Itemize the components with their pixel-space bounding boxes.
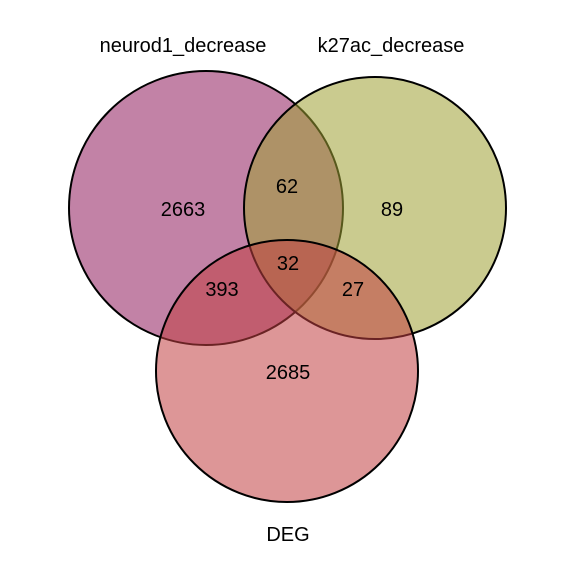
set-label-neurod1-decrease: neurod1_decrease xyxy=(100,35,267,57)
set-label-deg: DEG xyxy=(266,524,309,546)
count-k27ac-only: 89 xyxy=(381,199,403,221)
count-deg-only: 2685 xyxy=(266,362,311,384)
set-label-k27ac-decrease: k27ac_decrease xyxy=(318,35,465,57)
set-circle-deg xyxy=(155,239,419,503)
count-k27ac-deg: 27 xyxy=(342,279,364,301)
count-neurod1-deg: 393 xyxy=(205,279,238,301)
count-all-three: 32 xyxy=(277,253,299,275)
count-neurod1-only: 2663 xyxy=(161,199,206,221)
count-neurod1-k27ac: 62 xyxy=(276,176,298,198)
